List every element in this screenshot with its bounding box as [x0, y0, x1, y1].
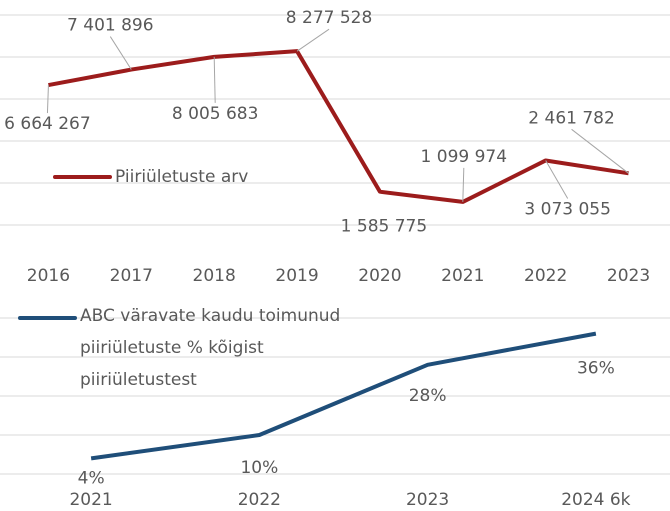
x-tick-label: 2022 [238, 490, 281, 510]
x-tick-label: 2022 [524, 266, 567, 286]
data-label: 8 277 528 [286, 8, 373, 28]
line [48, 49, 629, 204]
data-label: 4% [78, 468, 105, 488]
data-label: 2 461 782 [528, 108, 615, 128]
x-tick-label: 2017 [110, 266, 153, 286]
line [90, 331, 597, 461]
x-tick-label: 2024 6k [561, 490, 630, 510]
x-tick-label: 2016 [27, 266, 70, 286]
leader-line [109, 36, 132, 70]
data-label: 1 099 974 [421, 147, 508, 167]
data-label: 36% [577, 359, 615, 379]
legend-label: Piiriületuste arv [115, 167, 248, 187]
x-tick-label: 2021 [69, 490, 112, 510]
leader-line [571, 128, 629, 174]
x-tick-label: 2019 [275, 266, 318, 286]
data-label: 1 585 775 [341, 217, 428, 237]
data-label: 7 401 896 [67, 16, 154, 36]
x-tick-label: 2023 [607, 266, 650, 286]
data-label: 28% [409, 386, 447, 406]
x-tick-label: 2020 [358, 266, 401, 286]
x-tick-label: 2018 [193, 266, 236, 286]
data-label: 6 664 267 [4, 114, 91, 134]
leader-line [213, 56, 216, 103]
leader-line [545, 160, 569, 199]
data-label: 8 005 683 [172, 104, 259, 124]
leader-line [296, 28, 330, 52]
data-label: 10% [240, 458, 278, 478]
leader-line [46, 85, 49, 114]
legend-label: ABC väravate kaudu toimunud piiriületust… [80, 306, 341, 390]
leader-line [462, 167, 465, 202]
x-tick-label: 2021 [441, 266, 484, 286]
x-tick-label: 2023 [406, 490, 449, 510]
data-label: 3 073 055 [524, 199, 611, 219]
